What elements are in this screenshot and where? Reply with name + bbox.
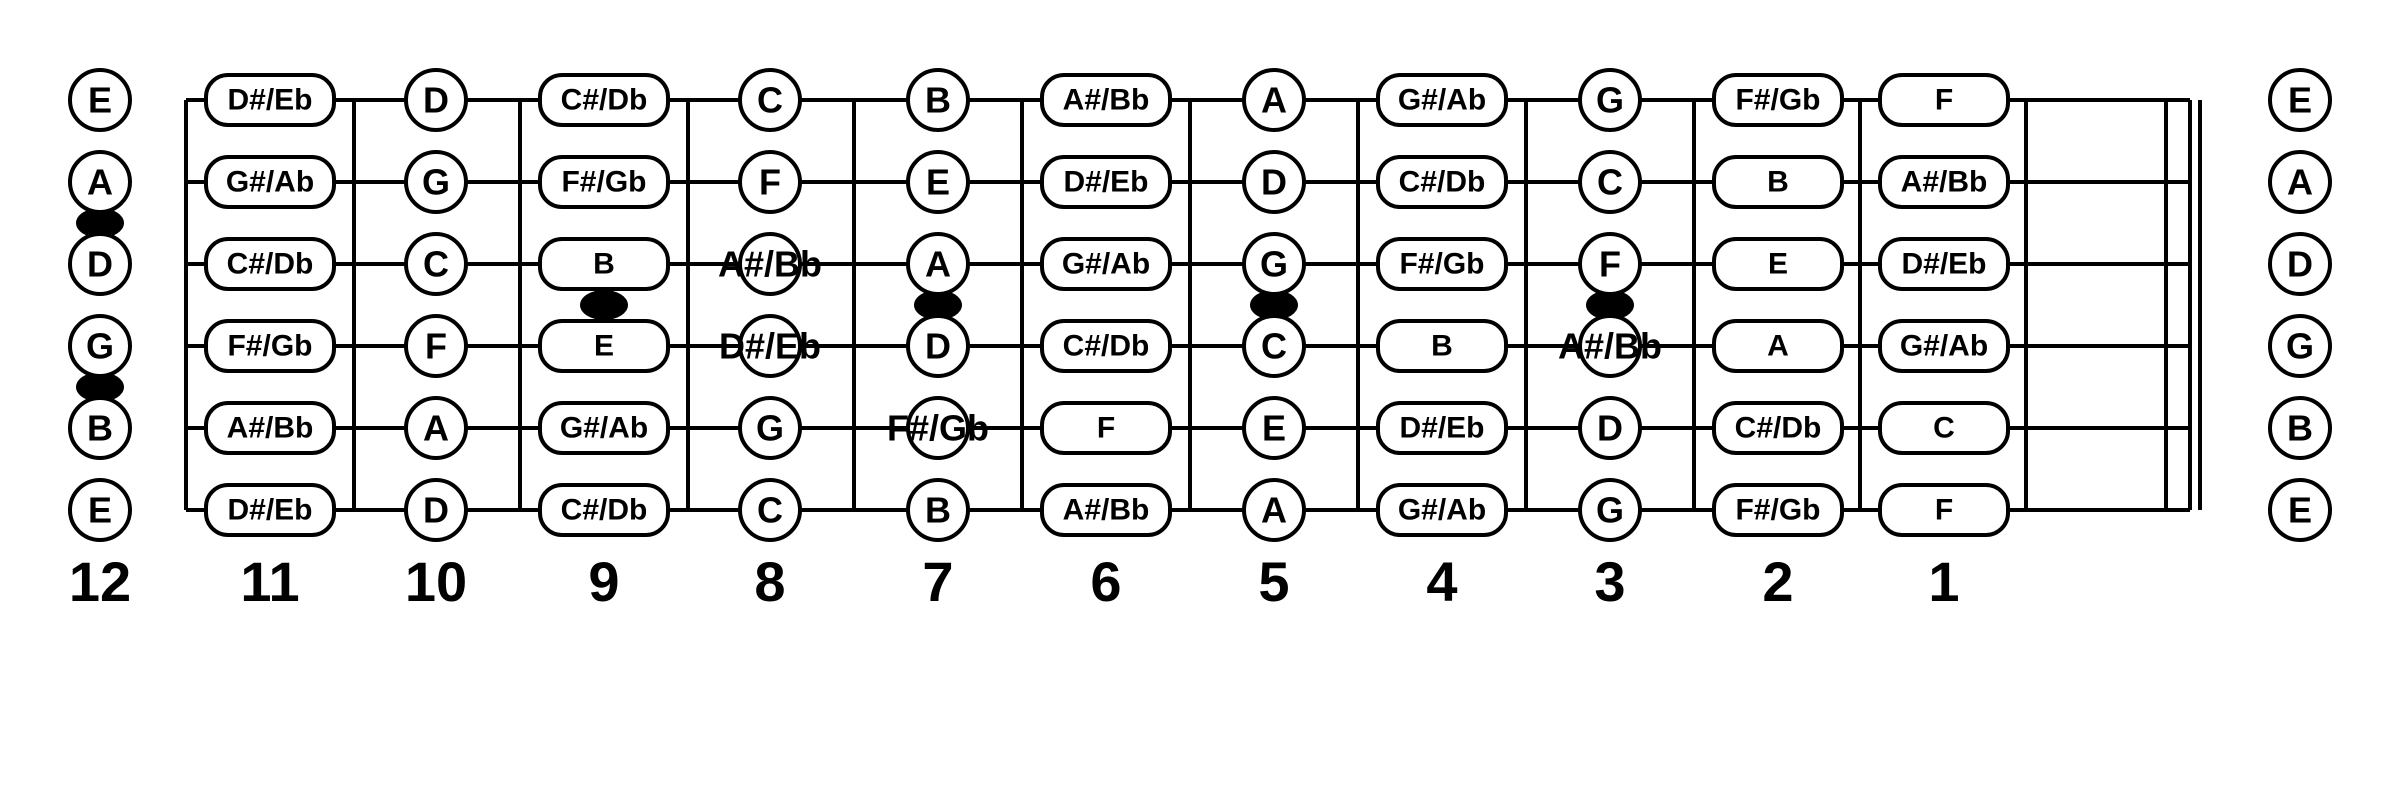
note-label: D [423,490,449,531]
fretboard-diagram: ED#/EbDC#/DbCBA#/BbAG#/AbGF#/GbFAG#/AbGF… [0,0,2400,812]
note-label: A#/Bb [718,244,822,285]
open-note-label: D [2287,244,2313,285]
note-label: D#/Eb [1063,166,1148,199]
note-label: E [1768,248,1788,281]
note-label: D#/Eb [1901,248,1986,281]
note-label: B [925,80,951,121]
fret-number: 6 [1090,550,1121,613]
note-label: C#/Db [1063,330,1150,363]
note-label: F [1097,412,1115,445]
note-label: G#/Ab [1062,248,1150,281]
note-label: C [1261,326,1287,367]
note-label: G [1596,80,1624,121]
note-label: A#/Bb [1063,494,1150,527]
note-label: G#/Ab [226,166,314,199]
note-label: F#/Gb [1735,84,1820,117]
note-label: A [1767,330,1789,363]
note-label: F [1599,244,1621,285]
open-note-label: E [2288,490,2312,531]
note-label: F [759,162,781,203]
note-label: G [422,162,450,203]
note-label: C [423,244,449,285]
note-label: A#/Bb [1558,326,1662,367]
open-note-label: A [2287,162,2313,203]
note-label: F#/Gb [887,408,989,449]
fret-number: 2 [1762,550,1793,613]
note-label: E [88,490,112,531]
note-label: E [926,162,950,203]
note-label: C [1597,162,1623,203]
note-label: E [88,80,112,121]
fret-number: 3 [1594,550,1625,613]
fret-marker [580,290,628,320]
fret-number: 7 [922,550,953,613]
note-label: B [1431,330,1453,363]
note-label: G#/Ab [1398,84,1486,117]
note-label: G#/Ab [1900,330,1988,363]
note-label: C [1933,412,1955,445]
note-label: C [757,490,783,531]
note-label: G [756,408,784,449]
note-label: A#/Bb [227,412,314,445]
note-label: F [425,326,447,367]
note-label: D [1261,162,1287,203]
note-label: F [1935,494,1953,527]
note-label: B [925,490,951,531]
note-label: G#/Ab [560,412,648,445]
note-label: D [1597,408,1623,449]
note-label: F#/Gb [227,330,312,363]
note-label: B [87,408,113,449]
note-label: A [423,408,449,449]
fret-number: 1 [1928,550,1959,613]
note-label: F#/Gb [1735,494,1820,527]
note-label: D#/Eb [719,326,821,367]
note-label: A#/Bb [1063,84,1150,117]
note-label: D [423,80,449,121]
note-label: B [593,248,615,281]
note-label: A [1261,490,1287,531]
note-label: F#/Gb [561,166,646,199]
open-note-label: B [2287,408,2313,449]
note-label: E [1262,408,1286,449]
note-label: G [86,326,114,367]
note-label: C [757,80,783,121]
fret-number: 8 [754,550,785,613]
note-label: G#/Ab [1398,494,1486,527]
note-label: C#/Db [1399,166,1486,199]
fret-number: 11 [240,550,299,613]
note-label: D#/Eb [227,494,312,527]
fret-number: 4 [1426,550,1457,613]
note-label: A [1261,80,1287,121]
note-label: F [1935,84,1953,117]
note-label: C#/Db [227,248,314,281]
fret-number: 5 [1258,550,1289,613]
note-label: A [87,162,113,203]
note-label: C#/Db [561,494,648,527]
note-label: D#/Eb [227,84,312,117]
note-label: B [1767,166,1789,199]
fret-number: 12 [69,550,131,613]
open-note-label: E [2288,80,2312,121]
note-label: C#/Db [561,84,648,117]
note-label: C#/Db [1735,412,1822,445]
note-label: D [925,326,951,367]
note-label: A [925,244,951,285]
fret-number: 10 [405,550,467,613]
note-label: A#/Bb [1901,166,1988,199]
note-label: G [1596,490,1624,531]
note-label: D#/Eb [1399,412,1484,445]
note-label: E [594,330,614,363]
fret-number: 9 [588,550,619,613]
note-label: D [87,244,113,285]
note-label: F#/Gb [1399,248,1484,281]
open-note-label: G [2286,326,2314,367]
note-label: G [1260,244,1288,285]
